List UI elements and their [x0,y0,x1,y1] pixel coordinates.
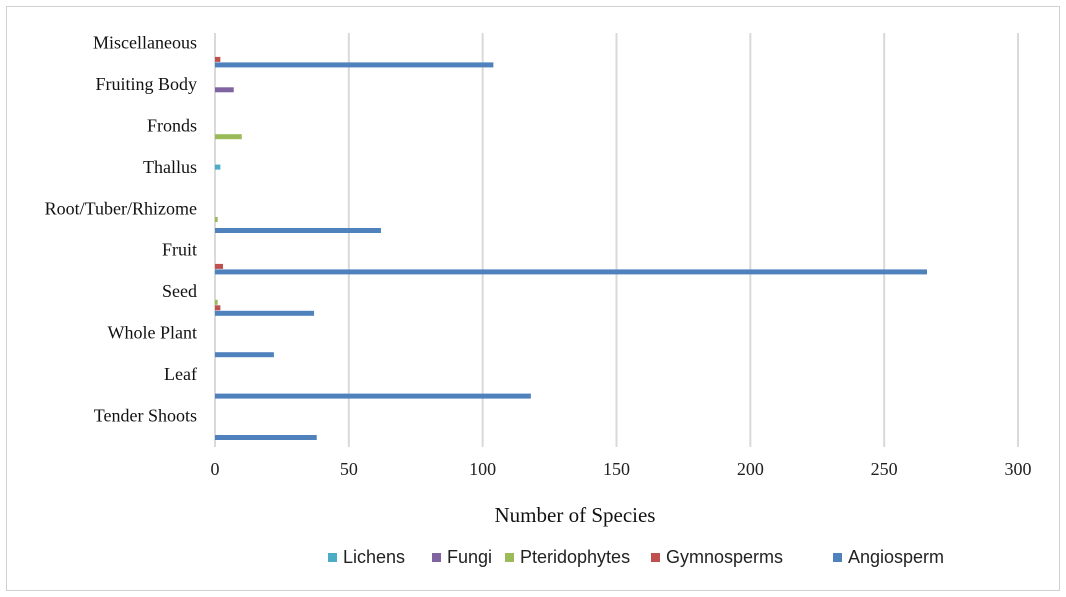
category-label: Miscellaneous [93,33,197,53]
bar-lichens-thallus [215,164,221,170]
legend: Lichens Fungi Pteridophytes Gymnosperms Angi… [328,547,944,567]
x-tick-label: 250 [871,459,898,479]
category-label: Root/Tuber/Rhizome [45,198,197,218]
legend-swatch-fungi [432,553,441,562]
x-tick-label: 300 [1005,459,1032,479]
legend-label-fungi: Fungi [447,547,492,567]
category-label: Whole Plant [108,323,197,343]
legend-swatch-lichens [328,553,337,562]
bar-angiosperm-fruit [215,269,927,275]
bar-pteridophytes-seed [215,299,218,305]
bar-angiosperm-leaf [215,393,531,399]
bar-fungi-fruiting-body [215,87,234,93]
bar-pteridophytes-fronds [215,134,242,140]
legend-label-gymnosperms: Gymnosperms [666,547,783,567]
x-tick-label: 100 [469,459,496,479]
bar-angiosperm-miscellaneous [215,62,494,68]
bar-angiosperm-tender-shoots [215,435,317,440]
x-tick-label: 50 [340,459,358,479]
bar-gymnosperms-miscellaneous [215,56,221,62]
bar-gymnosperms-fruit [215,263,224,269]
x-tick-label: 150 [603,459,630,479]
legend-label-lichens: Lichens [343,547,405,567]
legend-swatch-pteridophytes [505,553,514,562]
bar-angiosperm-root-tuber-rhizome [215,228,381,233]
grid-lines [214,33,1019,447]
x-tick-label: 0 [211,459,220,479]
category-label: Thallus [143,157,197,177]
x-axis-label: Number of Species [495,503,656,527]
category-label: Fronds [147,116,197,136]
bars [215,56,927,440]
bar-gymnosperms-seed [215,305,221,311]
legend-label-pteridophytes: Pteridophytes [520,547,630,567]
bar-angiosperm-seed [215,310,315,316]
bar-pteridophytes-root-tuber-rhizome [215,217,218,222]
legend-swatch-gymnosperms [651,553,660,562]
x-tick-label: 200 [737,459,764,479]
category-labels: Tender Shoots Leaf Whole Plant Seed Fruit Roo… [45,33,197,426]
category-label: Seed [162,281,197,301]
category-label: Fruiting Body [95,74,197,94]
bar-angiosperm-whole-plant [215,352,274,358]
legend-swatch-angiosperm [833,553,842,562]
category-label: Tender Shoots [94,405,197,425]
legend-label-angiosperm: Angiosperm [848,547,944,567]
category-label: Fruit [162,240,197,260]
x-tick-labels: 0 50 100 150 200 250 300 [211,459,1032,479]
category-label: Leaf [164,364,197,384]
